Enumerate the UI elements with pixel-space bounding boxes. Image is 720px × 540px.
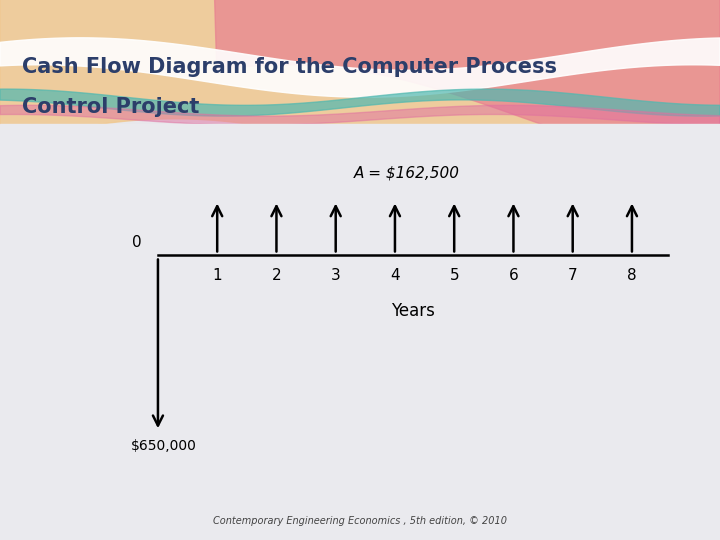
- Text: 4: 4: [390, 267, 400, 282]
- Text: 5: 5: [449, 267, 459, 282]
- Text: Cash Flow Diagram for the Computer Process: Cash Flow Diagram for the Computer Proce…: [22, 57, 557, 77]
- Text: 6: 6: [508, 267, 518, 282]
- Text: Control Project: Control Project: [22, 97, 199, 117]
- Text: 3: 3: [330, 267, 341, 282]
- Text: Years: Years: [391, 302, 435, 320]
- Text: 1: 1: [212, 267, 222, 282]
- Text: 7: 7: [568, 267, 577, 282]
- Text: A = $162,500: A = $162,500: [354, 166, 460, 181]
- Bar: [0, 124, 720, 540]
- Text: $650,000: $650,000: [131, 440, 197, 454]
- Text: 2: 2: [271, 267, 282, 282]
- Text: 0: 0: [132, 235, 142, 250]
- Text: 8: 8: [627, 267, 636, 282]
- Text: Contemporary Engineering Economics , 5th edition, © 2010: Contemporary Engineering Economics , 5th…: [213, 516, 507, 526]
